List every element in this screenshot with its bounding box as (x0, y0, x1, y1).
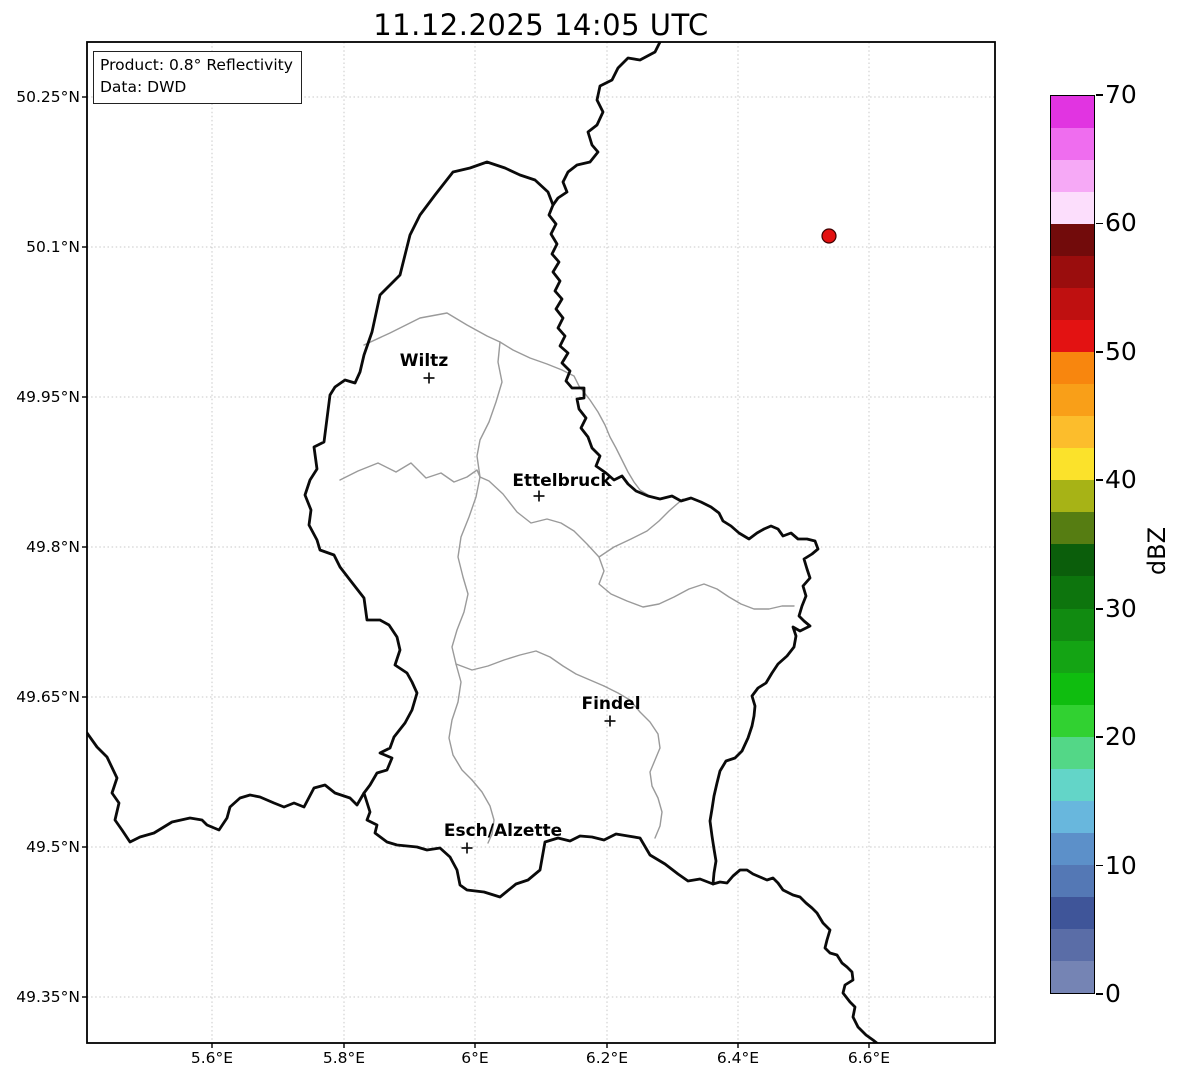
colorbar-segment (1051, 576, 1094, 609)
colorbar-segment (1051, 640, 1094, 673)
y-tick-label: 49.65°N (16, 688, 80, 706)
colorbar-segment (1051, 768, 1094, 801)
colorbar-tick (1096, 351, 1103, 353)
info-product-line: Product: 0.8° Reflectivity (100, 56, 293, 74)
france-belgium-border (87, 731, 366, 844)
y-tick-label: 49.5°N (26, 838, 80, 856)
belgium-germany-border (551, 42, 662, 207)
colorbar-tick-label: 30 (1105, 593, 1137, 623)
colorbar-segment (1051, 864, 1094, 897)
city-marker-eschalzette (461, 842, 473, 854)
colorbar-segment (1051, 704, 1094, 737)
canton-boundary-lines (339, 312, 795, 844)
x-tick-label: 6.2°E (585, 1049, 629, 1067)
x-tick-label: 5.6°E (190, 1049, 234, 1067)
colorbar-segment (1051, 480, 1094, 513)
colorbar-tick-label: 20 (1105, 722, 1137, 752)
colorbar-segment (1051, 416, 1094, 449)
city-marker-findel (604, 715, 616, 727)
x-tick-label: 6.6°E (847, 1049, 891, 1067)
city-label-eschalzette: Esch/Alzette (443, 821, 563, 841)
radar-echo-dot (821, 228, 837, 244)
colorbar-segment (1051, 928, 1094, 961)
colorbar-segment (1051, 448, 1094, 481)
y-tick-label: 49.35°N (16, 988, 80, 1006)
colorbar-segment (1051, 544, 1094, 577)
info-box: Product: 0.8° Reflectivity Data: DWD (93, 51, 302, 104)
colorbar-tick-label: 50 (1105, 336, 1137, 366)
colorbar-tick (1096, 607, 1103, 610)
city-marker-wiltz (423, 372, 435, 384)
colorbar-unit-label: dBZ (1143, 526, 1171, 576)
y-tick-label: 50.1°N (26, 238, 80, 256)
city-label-wiltz: Wiltz (399, 351, 449, 371)
y-tick-label: 50.25°N (16, 88, 80, 106)
colorbar-tick (1096, 94, 1103, 96)
luxembourg-border (303, 160, 820, 899)
city-markers (423, 372, 616, 854)
colorbar-segment (1051, 832, 1094, 865)
colorbar-tick-label: 60 (1105, 208, 1137, 238)
colorbar-tick-label: 70 (1105, 80, 1137, 109)
colorbar-segment (1051, 128, 1094, 161)
colorbar-segment (1051, 256, 1094, 289)
info-data-line: Data: DWD (100, 78, 187, 97)
colorbar-tick-label: 40 (1105, 465, 1137, 495)
colorbar-segment (1051, 736, 1094, 769)
colorbar-segment (1051, 192, 1094, 225)
colorbar-segment (1051, 960, 1094, 993)
colorbar-segment (1051, 672, 1094, 705)
x-tick-label: 6°E (461, 1049, 489, 1067)
gridlines (82, 42, 995, 1048)
colorbar-segment (1051, 96, 1094, 129)
colorbar (1050, 95, 1095, 994)
colorbar-segment (1051, 288, 1094, 321)
colorbar-tick (1096, 479, 1103, 482)
map-axes-frame (86, 41, 996, 1044)
france-germany-border (711, 868, 879, 1043)
colorbar-segment (1051, 512, 1094, 545)
colorbar-segment (1051, 800, 1094, 833)
y-tick-label: 49.95°N (16, 388, 80, 406)
colorbar-tick (1096, 864, 1103, 867)
colorbar-segment (1051, 896, 1094, 929)
city-label-ettelbruck: Ettelbruck (512, 471, 612, 491)
colorbar-segment (1051, 224, 1094, 257)
x-tick-label: 6.4°E (716, 1049, 760, 1067)
y-tick-label: 49.8°N (26, 538, 80, 556)
colorbar-tick-label: 0 (1105, 979, 1121, 1008)
colorbar-tick (1096, 736, 1103, 738)
city-label-findel: Findel (581, 694, 641, 714)
colorbar-segment (1051, 320, 1094, 353)
city-marker-ettelbruck (533, 490, 545, 502)
x-tick-label: 5.8°E (322, 1049, 366, 1067)
plot-title: 11.12.2025 14:05 UTC (373, 8, 709, 42)
colorbar-segment (1051, 608, 1094, 641)
colorbar-segment (1051, 384, 1094, 417)
colorbar-tick-label: 10 (1105, 850, 1137, 880)
colorbar-segment (1051, 160, 1094, 193)
colorbar-tick (1096, 222, 1103, 225)
colorbar-segment (1051, 352, 1094, 385)
colorbar-tick (1096, 993, 1103, 995)
